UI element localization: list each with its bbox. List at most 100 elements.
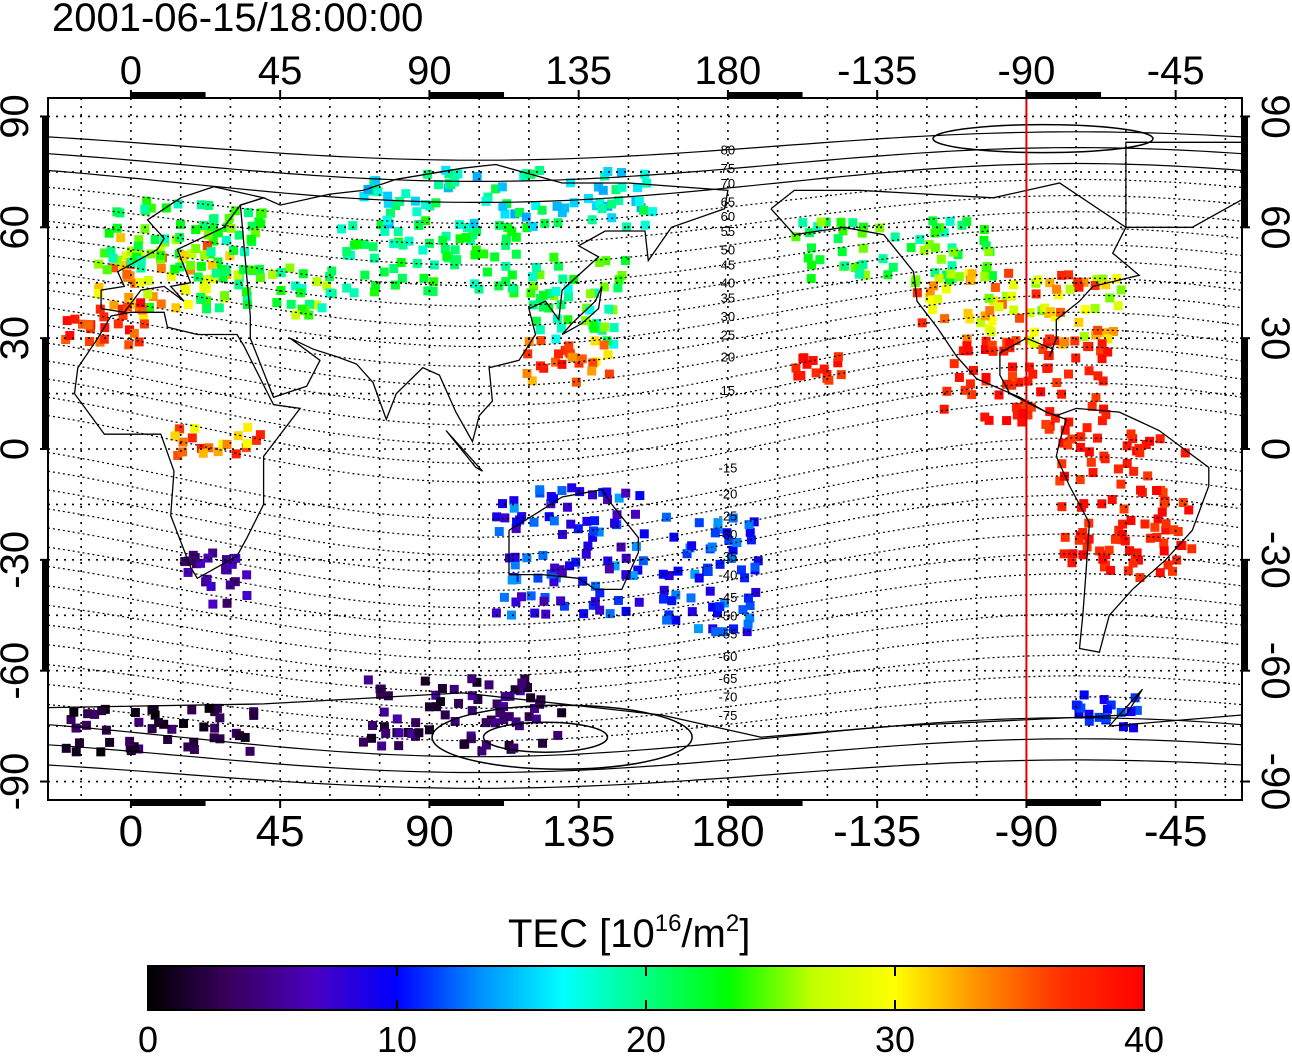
tec-sample [175,232,185,242]
tec-sample [981,336,991,346]
tec-sample [930,243,940,253]
tec-sample [233,431,243,441]
tec-sample [1002,416,1012,426]
tec-sample [143,289,153,299]
tec-sample [122,302,132,312]
lat-label-right: 0 [1253,438,1292,460]
tec-sample [156,263,166,273]
tec-sample [667,596,677,606]
tec-sample [109,263,119,273]
tec-sample [1083,341,1093,351]
tec-sample [450,177,460,187]
tec-sample [1098,274,1108,284]
tec-sample [1057,502,1067,512]
tec-sample [1097,416,1107,426]
tec-sample [441,165,451,175]
tec-sample [833,358,843,368]
tec-sample [1041,419,1051,429]
tec-sample [511,597,521,607]
tec-sample [173,450,183,460]
tec-sample [564,341,574,351]
tec-sample [178,437,188,447]
tec-sample [582,516,592,526]
tec-sample [412,207,422,217]
tec-sample [482,267,492,277]
tec-sample [979,225,989,235]
tec-sample [183,567,193,577]
tec-sample [557,708,567,718]
tec-sample [124,340,134,350]
tec-sample [664,610,674,620]
lon-label-top: 90 [407,49,452,93]
tec-sample [635,491,645,501]
tec-sample [394,728,404,738]
tec-sample [987,315,997,325]
tec-sample [912,288,922,298]
tec-sample [711,627,721,637]
tec-sample [401,189,411,199]
tec-sample [686,593,696,603]
tec-sample [595,605,605,615]
tec-sample [558,274,568,284]
tec-sample [440,710,450,720]
contour-label: 50 [721,242,735,257]
tec-sample [1055,307,1065,317]
magnetic-contour [48,533,1242,609]
north-pole-contour [932,123,1154,154]
tec-sample [621,570,631,580]
tec-sample [583,541,593,551]
tec-sample [1097,499,1107,509]
tec-sample [191,225,201,235]
tec-sample [99,334,109,344]
tec-sample [209,220,219,230]
contour-label: 25 [721,327,735,342]
tec-sample [1155,434,1165,444]
tec-sample [745,613,755,623]
tec-sample [510,685,520,695]
tec-sample [595,198,605,208]
tec-sample [181,285,191,295]
tec-sample [590,581,600,591]
tec-sample [507,575,517,585]
tec-sample [500,209,510,219]
tec-sample [394,741,404,751]
tec-sample [359,239,369,249]
tec-sample [431,690,441,700]
tec-sample [535,361,545,371]
tec-sample [563,292,573,302]
tec-sample [600,171,610,181]
tec-sample [142,196,152,206]
tec-sample [255,430,265,440]
tec-sample [1155,568,1165,578]
tec-sample [1044,350,1054,360]
tec-sample [348,221,358,231]
tec-sample [1068,549,1078,559]
tec-sample [639,205,649,215]
contour-label: -40 [719,568,738,583]
tec-sample [693,624,703,634]
lon-tick [279,800,282,808]
tec-sample [1099,328,1109,338]
tec-sample [536,336,546,346]
tec-sample [507,610,517,620]
tec-sample [171,303,181,313]
tec-sample [462,223,472,233]
tec-sample [156,299,166,309]
tec-sample [940,314,950,324]
tec-sample [511,249,521,259]
tec-sample [327,266,337,276]
tec-sample [546,569,556,579]
tec-sample [381,728,391,738]
tec-sample [557,359,567,369]
tec-sample [928,216,938,226]
lat-label-right: -90 [1253,753,1292,811]
lon-label-top: -135 [837,49,917,93]
tec-sample [267,269,277,279]
tec-sample [573,524,583,534]
tec-sample [1067,434,1077,444]
tec-sample [134,235,144,245]
tec-sample [958,346,968,356]
contour-label: 55 [721,224,735,239]
tec-sample [221,235,231,245]
tec-sample [836,217,846,227]
